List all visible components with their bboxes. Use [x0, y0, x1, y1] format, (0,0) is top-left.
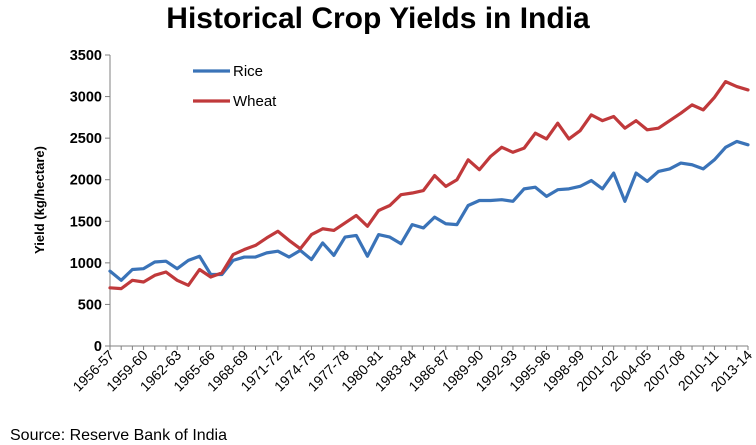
y-axis: 0 500 1000 1500 2000 2500 3000 3500 — [70, 48, 111, 355]
x-axis: 1956-571959-601962-631965-661968-691971-… — [69, 345, 755, 394]
y-tick-label: 3500 — [70, 48, 102, 64]
y-tick-label: 1000 — [70, 256, 102, 272]
legend-label-rice: Rice — [233, 63, 263, 80]
y-tick-label: 500 — [78, 297, 102, 313]
plot-area — [108, 80, 750, 291]
chart-title: Historical Crop Yields in India — [166, 2, 590, 35]
y-tick-label: 2500 — [70, 131, 102, 147]
y-tick-label: 0 — [94, 339, 102, 355]
y-tick-label: 1500 — [70, 214, 102, 230]
y-tick-label: 3000 — [70, 90, 102, 106]
y-tick-label: 2000 — [70, 173, 102, 189]
series-line-rice — [108, 139, 750, 282]
y-axis-label: Yield (kg/hectare) — [32, 146, 47, 254]
legend-label-wheat: Wheat — [233, 93, 277, 110]
series-line-wheat — [108, 80, 750, 291]
legend: Rice Wheat — [193, 63, 277, 110]
source-note: Source: Reserve Bank of India — [10, 427, 227, 444]
